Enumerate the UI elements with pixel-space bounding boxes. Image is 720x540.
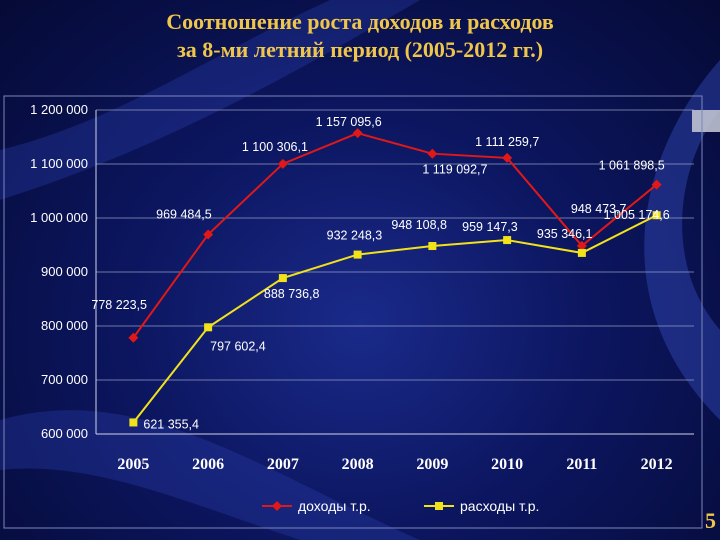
data-point-income: [277, 158, 288, 169]
legend-marker-income: [272, 501, 282, 511]
x-tick-label: 2010: [491, 456, 523, 473]
data-label: 1 111 259,7: [475, 135, 539, 149]
x-tick-label: 2011: [566, 456, 597, 473]
x-tick-label: 2005: [117, 456, 149, 473]
data-label: 1 157 095,6: [316, 115, 382, 129]
data-point-income: [502, 152, 513, 163]
data-label: 778 223,5: [91, 298, 147, 312]
data-label: 959 147,3: [462, 220, 518, 234]
y-tick-label: 1 200 000: [30, 102, 88, 117]
data-label: 935 346,1: [537, 227, 593, 241]
data-point-income: [651, 179, 662, 190]
legend-label: расходы т.р.: [460, 498, 539, 514]
data-point-expenses: [278, 274, 287, 283]
data-label: 888 736,8: [264, 287, 320, 301]
data-point-expenses: [353, 250, 362, 259]
title-line-1: Соотношение роста доходов и расходов: [166, 9, 554, 34]
data-point-income: [427, 148, 438, 159]
data-point-income: [203, 229, 214, 240]
data-point-expenses: [577, 248, 586, 257]
x-tick-label: 2008: [342, 456, 374, 473]
slide-title: Соотношение роста доходов и расходов за …: [0, 8, 720, 64]
data-label: 621 355,4: [143, 417, 199, 431]
legend-label: доходы т.р.: [298, 498, 371, 514]
data-point-expenses: [428, 242, 437, 251]
data-label: 1 061 898,5: [599, 159, 665, 173]
series-line-expenses: [132, 214, 658, 424]
data-label: 969 484,5: [156, 207, 212, 221]
data-label: 948 108,8: [391, 218, 447, 232]
data-label: 1 005 174,6: [604, 208, 670, 222]
data-point-expenses: [503, 236, 512, 245]
data-point-income: [352, 128, 363, 139]
x-tick-label: 2012: [641, 456, 673, 473]
legend-marker-expenses: [435, 502, 443, 510]
page-number: 5: [705, 508, 716, 533]
data-label: 1 119 092,7: [422, 163, 487, 177]
y-tick-label: 800 000: [41, 318, 88, 333]
x-tick-label: 2009: [416, 456, 448, 473]
data-point-expenses: [129, 418, 138, 427]
y-tick-label: 1 000 000: [30, 210, 88, 225]
data-point-income: [128, 332, 139, 343]
data-point-income: [576, 240, 587, 251]
data-point-expenses: [204, 323, 213, 332]
y-tick-label: 1 100 000: [30, 156, 88, 171]
data-label: 1 100 306,1: [242, 140, 308, 154]
data-label: 797 602,4: [210, 339, 266, 353]
data-point-expenses: [652, 211, 661, 220]
x-tick-label: 2006: [192, 456, 224, 473]
line-chart: 600 000 700 000 800 000 900 000 1 000 000 1 1…: [3, 95, 703, 529]
series-line-income: [132, 132, 658, 339]
y-tick-label: 900 000: [41, 264, 88, 279]
x-tick-label: 2007: [267, 456, 299, 473]
chart-border: [3, 95, 703, 529]
data-label: 932 248,3: [327, 229, 383, 243]
data-label: 948 473,7: [571, 202, 627, 216]
title-line-2: за 8-ми летний период (2005-2012 гг.): [176, 37, 544, 62]
y-tick-label: 600 000: [41, 426, 88, 441]
y-tick-label: 700 000: [41, 372, 88, 387]
